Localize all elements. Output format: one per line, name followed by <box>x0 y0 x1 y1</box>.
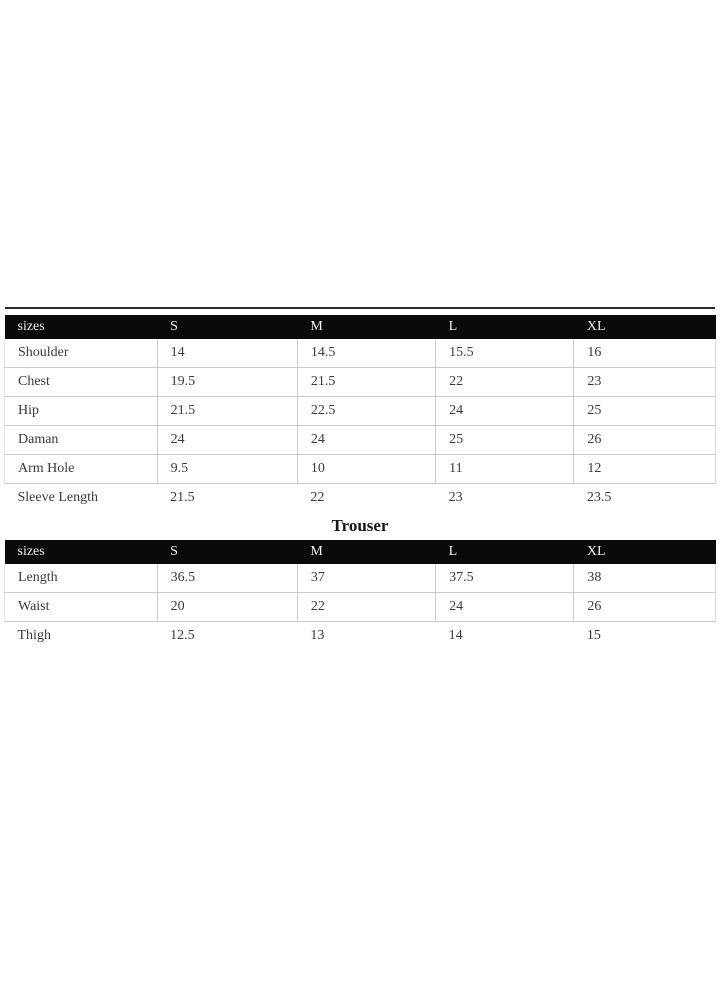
row-label: Waist <box>4 592 158 622</box>
row-label: Daman <box>4 425 158 455</box>
measurement-cell: 22 <box>435 367 574 397</box>
measurement-cell: 12 <box>573 454 716 484</box>
column-header-xl: XL <box>573 315 716 339</box>
table-row: Daman 24 24 25 26 <box>4 425 716 455</box>
header-row: sizes S M L XL <box>4 315 716 339</box>
column-header-m: M <box>297 540 436 564</box>
measurement-cell: 20 <box>156 592 298 622</box>
measurement-cell: 25 <box>573 396 716 426</box>
horizontal-divider <box>5 307 715 309</box>
measurement-cell: 23 <box>573 367 716 397</box>
column-header-s: S <box>157 315 298 339</box>
measurement-cell: 16 <box>573 339 716 368</box>
measurement-cell: 24 <box>296 425 436 455</box>
size-chart-content: sizes S M L XL Shoulder 14 14.5 15.5 16 Chest 19.5 2… <box>4 307 716 650</box>
trouser-size-table: sizes S M L XL Length 36.5 37 37.5 38 Waist 20 22 24 2… <box>4 540 716 650</box>
measurement-cell: 21.5 <box>156 396 298 426</box>
table-row: Chest 19.5 21.5 22 23 <box>4 367 716 397</box>
row-label: Shoulder <box>4 339 158 368</box>
table-row: Thigh 12.5 13 14 15 <box>5 622 716 651</box>
row-label: Hip <box>4 396 158 426</box>
table-row: Arm Hole 9.5 10 11 12 <box>4 454 716 484</box>
measurement-cell: 22 <box>296 592 436 622</box>
measurement-cell: 23 <box>448 490 463 505</box>
measurement-cell: 22.5 <box>296 396 436 426</box>
measurement-cell: 14.5 <box>296 339 436 368</box>
measurement-cell: 25 <box>435 425 574 455</box>
measurement-cell: 19.5 <box>156 367 298 397</box>
measurement-cell: 21.5 <box>296 367 436 397</box>
row-label: Sleeve Length <box>17 490 98 505</box>
column-header-m: M <box>297 315 436 339</box>
measurement-cell: 37.5 <box>435 564 574 593</box>
measurement-cell: 15 <box>586 628 601 643</box>
measurement-cell: 13 <box>310 628 325 643</box>
measurement-cell: 14 <box>156 339 298 368</box>
measurement-cell: 37 <box>296 564 436 593</box>
measurement-cell: 24 <box>435 592 574 622</box>
measurement-cell: 15.5 <box>435 339 574 368</box>
table-row: Sleeve Length 21.5 22 23 23.5 <box>5 484 716 513</box>
measurement-cell: 11 <box>435 454 574 484</box>
measurement-cell: 10 <box>296 454 436 484</box>
shirt-size-table: sizes S M L XL Shoulder 14 14.5 15.5 16 Chest 19.5 2… <box>4 315 716 512</box>
column-header-xl: XL <box>573 540 716 564</box>
measurement-cell: 22 <box>310 490 325 505</box>
table-row: Shoulder 14 14.5 15.5 16 <box>4 339 716 368</box>
header-row: sizes S M L XL <box>4 540 716 564</box>
column-header-s: S <box>157 540 298 564</box>
trouser-title: Trouser <box>331 516 389 535</box>
measurement-cell: 24 <box>435 396 574 426</box>
column-header-sizes: sizes <box>4 315 158 339</box>
table-row: Length 36.5 37 37.5 38 <box>4 564 716 593</box>
measurement-cell: 21.5 <box>170 490 195 505</box>
measurement-cell: 14 <box>448 628 463 643</box>
row-label: Chest <box>4 367 158 397</box>
row-label: Length <box>4 564 158 593</box>
table-row: Hip 21.5 22.5 24 25 <box>4 396 716 426</box>
measurement-cell: 38 <box>573 564 716 593</box>
measurement-cell: 26 <box>573 425 716 455</box>
column-header-l: L <box>435 540 574 564</box>
measurement-cell: 36.5 <box>156 564 298 593</box>
measurement-cell: 9.5 <box>156 454 298 484</box>
column-header-l: L <box>435 315 574 339</box>
measurement-cell: 26 <box>573 592 716 622</box>
measurement-cell: 23.5 <box>586 490 612 505</box>
row-label: Arm Hole <box>4 454 158 484</box>
row-label: Thigh <box>17 628 51 643</box>
table-row: Waist 20 22 24 26 <box>4 592 716 622</box>
measurement-cell: 12.5 <box>170 628 195 643</box>
column-header-sizes: sizes <box>4 540 158 564</box>
measurement-cell: 24 <box>156 425 298 455</box>
